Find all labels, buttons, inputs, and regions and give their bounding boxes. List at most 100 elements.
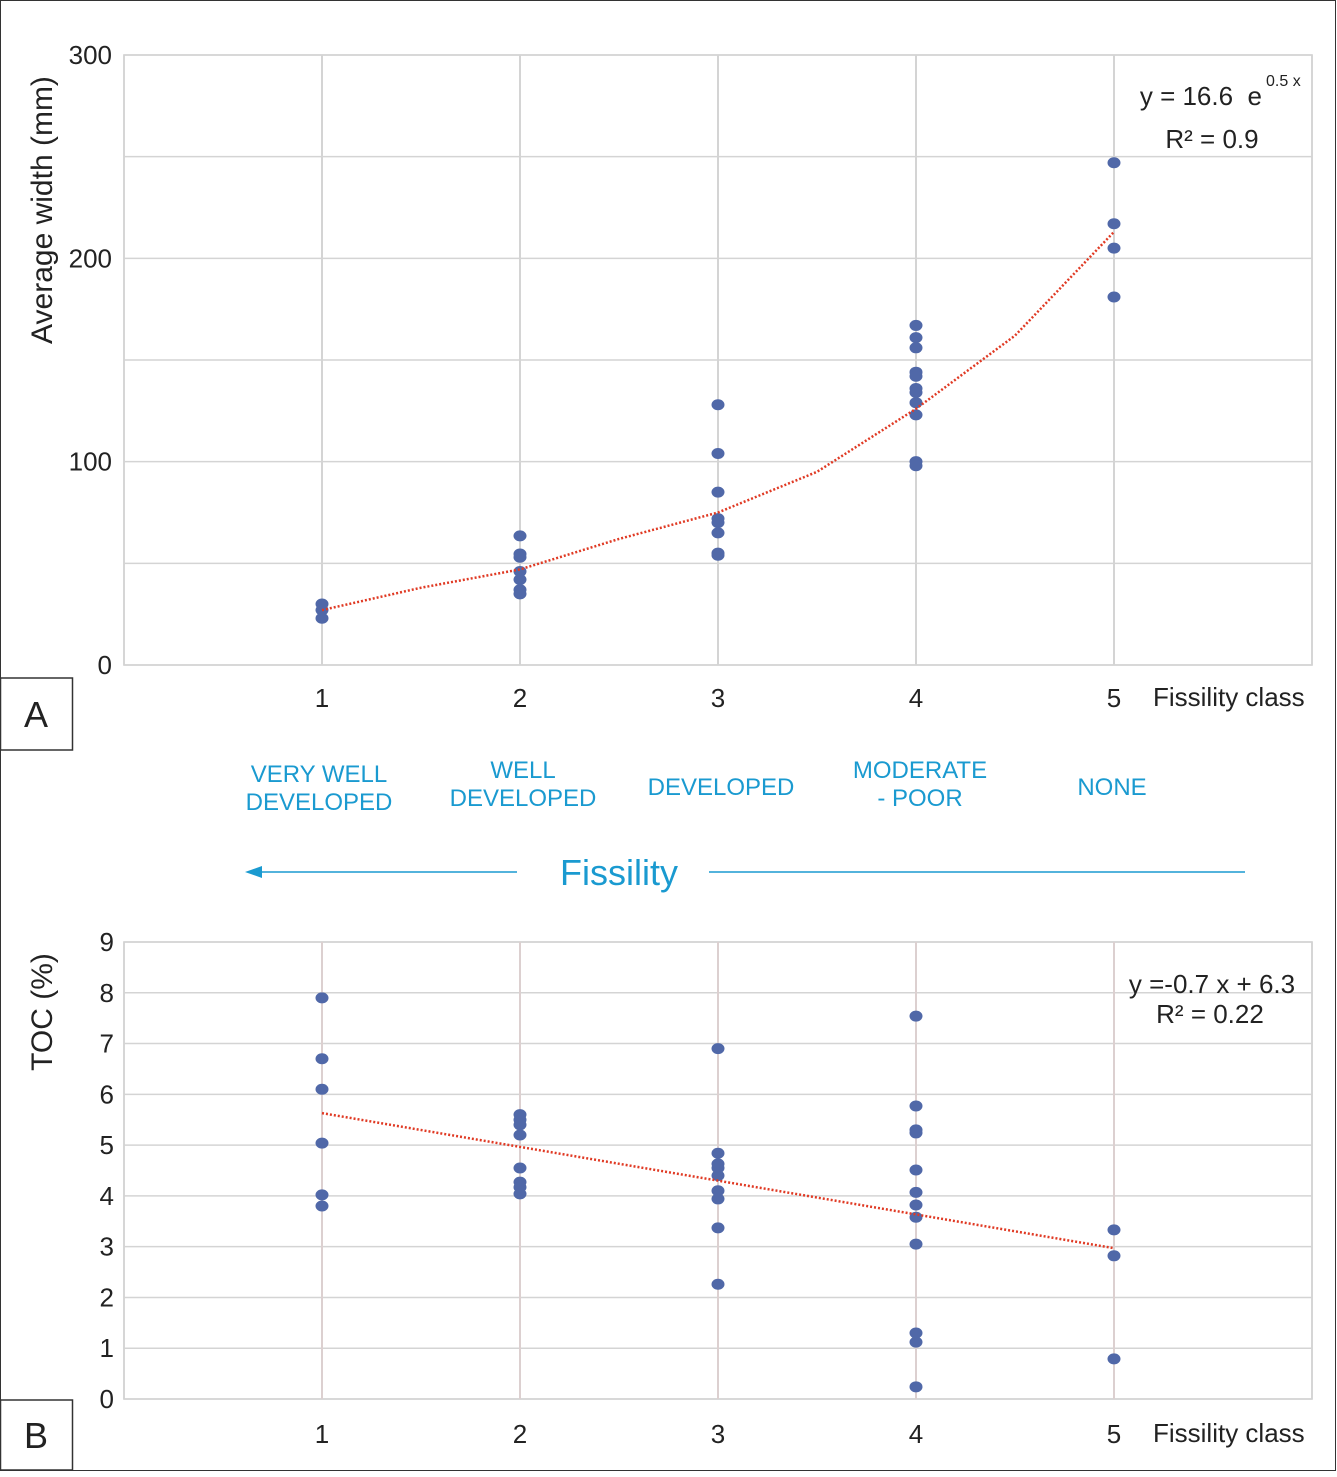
fissility-class-label: DEVELOPED	[648, 774, 795, 801]
panel-label-box	[0, 677, 74, 751]
trend-exponent: 0.5 x	[1266, 73, 1301, 90]
y-axis-label: Average width (mm)	[26, 76, 59, 344]
fissility-class-label: MODERATE	[853, 757, 987, 784]
fissility-title: Fissility	[560, 852, 678, 893]
data-point	[711, 517, 725, 529]
data-point	[315, 992, 329, 1004]
data-point	[711, 1170, 725, 1182]
data-point	[711, 1222, 725, 1234]
y-axis-label: TOC (%)	[26, 953, 59, 1071]
data-point	[909, 1199, 923, 1211]
data-point	[513, 1119, 527, 1131]
trend-r2: R² = 0.22	[1156, 999, 1264, 1029]
data-point	[909, 1327, 923, 1339]
y-tick-label: 5	[100, 1130, 114, 1160]
x-tick-label: 2	[513, 1419, 527, 1449]
data-point	[513, 574, 527, 586]
data-point	[513, 1162, 527, 1174]
data-point	[711, 448, 725, 460]
panel-label-box	[0, 1399, 74, 1471]
x-axis-label: Fissility class	[1153, 682, 1305, 712]
data-point	[1107, 291, 1121, 303]
x-tick-label: 4	[909, 1419, 923, 1449]
y-tick-label: 8	[100, 978, 114, 1008]
trendline	[321, 1111, 1115, 1250]
x-tick-label: 1	[315, 683, 329, 713]
data-point	[909, 1336, 923, 1348]
x-tick-label: 5	[1107, 683, 1121, 713]
data-point	[1107, 1353, 1121, 1365]
data-point	[1107, 157, 1121, 169]
data-point	[513, 1188, 527, 1200]
data-point	[513, 530, 527, 542]
data-point	[909, 1127, 923, 1139]
y-tick-label: 3	[100, 1232, 114, 1262]
data-point	[909, 1381, 923, 1393]
data-point	[513, 588, 527, 600]
data-point	[909, 1238, 923, 1250]
y-tick-label: 100	[69, 447, 112, 477]
data-point	[711, 527, 725, 539]
data-point	[909, 1010, 923, 1022]
data-point	[909, 387, 923, 399]
y-tick-label: 6	[100, 1079, 114, 1109]
fissility-class-label: DEVELOPED	[450, 785, 597, 812]
data-point	[711, 549, 725, 561]
data-point	[315, 1137, 329, 1149]
y-tick-label: 7	[100, 1029, 114, 1059]
data-point	[1107, 1250, 1121, 1262]
fissility-class-label: NONE	[1077, 774, 1146, 801]
data-point	[315, 1083, 329, 1095]
y-tick-label: 9	[100, 927, 114, 957]
data-point	[909, 1186, 923, 1198]
data-point	[909, 409, 923, 421]
data-point	[909, 370, 923, 382]
data-point	[711, 1185, 725, 1197]
panel-label: A	[24, 694, 48, 735]
data-point	[909, 342, 923, 354]
trend-r2: R² = 0.9	[1165, 124, 1258, 154]
data-point	[315, 1200, 329, 1212]
x-tick-label: 1	[315, 1419, 329, 1449]
data-point	[315, 1053, 329, 1065]
data-point	[711, 399, 725, 411]
x-tick-label: 3	[711, 683, 725, 713]
data-point	[711, 1147, 725, 1159]
y-tick-label: 2	[100, 1282, 114, 1312]
data-point	[909, 1164, 923, 1176]
data-point	[909, 460, 923, 472]
y-tick-label: 1	[100, 1333, 114, 1363]
data-point	[1107, 1224, 1121, 1236]
fissility-class-label: VERY WELL	[251, 761, 388, 788]
data-point	[909, 319, 923, 331]
data-point	[711, 1278, 725, 1290]
trendline	[321, 231, 1115, 612]
data-point	[909, 332, 923, 344]
y-tick-label: 4	[100, 1181, 114, 1211]
trend-equation: y =-0.7 x + 6.3	[1129, 969, 1295, 999]
fissility-class-label: DEVELOPED	[246, 789, 393, 816]
y-tick-label: 0	[100, 1384, 114, 1414]
data-point	[315, 1189, 329, 1201]
y-tick-label: 300	[69, 40, 112, 70]
data-point	[315, 612, 329, 624]
x-tick-label: 5	[1107, 1419, 1121, 1449]
y-tick-label: 0	[98, 650, 112, 680]
panel-label: B	[24, 1415, 48, 1456]
x-tick-label: 2	[513, 683, 527, 713]
data-point	[711, 1043, 725, 1055]
data-point	[711, 1162, 725, 1174]
data-point	[909, 1100, 923, 1112]
data-point	[1107, 218, 1121, 230]
x-tick-label: 3	[711, 1419, 725, 1449]
arrow-head	[245, 866, 262, 878]
trend-equation: y = 16.6 e	[1140, 81, 1262, 111]
x-tick-label: 4	[909, 683, 923, 713]
data-point	[711, 1193, 725, 1205]
data-point	[1107, 242, 1121, 254]
x-axis-label: Fissility class	[1153, 1418, 1305, 1448]
fissility-class-label: - POOR	[877, 785, 962, 812]
data-point	[711, 486, 725, 498]
